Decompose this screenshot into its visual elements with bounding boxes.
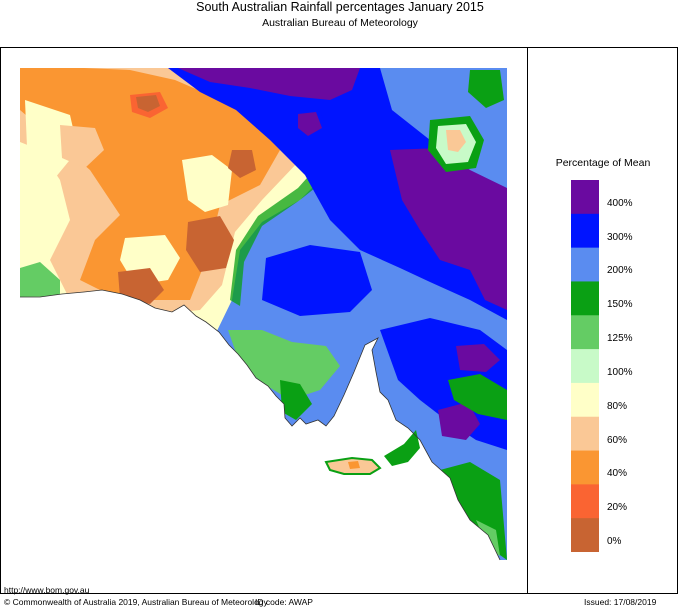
zone-60-patch-a [60, 125, 104, 168]
zone-80-patch-b [182, 155, 232, 212]
legend-label-20: 20% [607, 502, 628, 514]
source-url: http://www.bom.gov.au [4, 585, 90, 595]
legend-swatch-150 [571, 281, 599, 316]
legend-swatch-20 [571, 484, 599, 519]
zone-400-north [178, 68, 360, 100]
zone-60-ne-ring [446, 130, 466, 152]
zone-125-coast [228, 330, 340, 400]
zone-0-west-c [118, 268, 164, 304]
legend-label-0: 0% [607, 536, 622, 547]
legend-label-60: 60% [607, 434, 628, 446]
legend-swatch-0 [571, 518, 599, 552]
zone-400-south-b [438, 402, 480, 440]
legend-label-200: 200% [607, 265, 633, 277]
legend-color-bar [571, 180, 599, 552]
zone-150-south [448, 374, 507, 420]
zone-125-west [20, 262, 60, 297]
zone-300-north [168, 68, 507, 320]
issued-date: Issued: 17/08/2019 [584, 597, 657, 607]
id-code: ID code: AWAP [255, 597, 313, 607]
yorke-peninsula [384, 430, 420, 466]
legend-label-150: 150% [607, 299, 633, 311]
zone-0-west-d [228, 150, 256, 178]
zone-400-east [390, 148, 507, 310]
zone-300-central [262, 245, 372, 316]
legend-label-300: 300% [607, 231, 633, 243]
legend-swatch-200 [571, 247, 599, 282]
legend-swatch-300 [571, 213, 599, 249]
legend-swatch-400 [571, 180, 599, 215]
chart-title: South Australian Rainfall percentages Ja… [196, 0, 484, 14]
coastline [20, 289, 501, 561]
legend-label-125: 125% [607, 333, 633, 345]
legend-label-400: 400% [607, 197, 633, 209]
kangaroo-island-core [348, 461, 360, 469]
legend-swatch-100 [571, 349, 599, 384]
legend-label-40: 40% [607, 468, 628, 480]
legend-swatch-125 [571, 315, 599, 350]
legend-swatch-40 [571, 450, 599, 485]
legend-title: Percentage of Mean [555, 157, 651, 169]
zone-0-west-b [186, 216, 234, 272]
copyright-notice: © Commonwealth of Australia 2019, Austra… [4, 597, 268, 607]
frame-divider [527, 47, 528, 594]
legend-swatch-60 [571, 416, 599, 452]
zone-80-patch-d [20, 180, 52, 270]
zone-40-west [20, 68, 280, 300]
zone-0-west-a [136, 95, 160, 112]
chart-subtitle: Australian Bureau of Meteorology [262, 17, 418, 29]
legend-label-80: 80% [607, 400, 628, 412]
zone-150-north-east [468, 70, 504, 108]
map-frame [0, 47, 678, 594]
zone-150-coast [280, 380, 312, 420]
zone-400-south-a [456, 344, 500, 372]
legend-label-100: 100% [607, 366, 633, 378]
legend-swatch-80 [571, 382, 599, 418]
zone-400-north-blob [298, 112, 322, 136]
